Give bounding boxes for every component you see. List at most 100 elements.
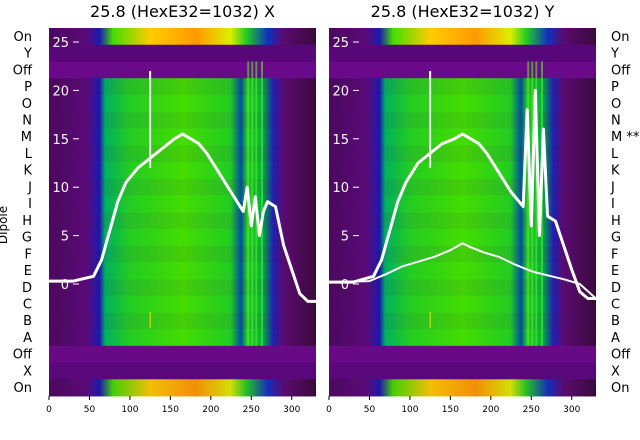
heatmap-row-6	[49, 128, 316, 146]
row-label: On	[14, 30, 32, 45]
row-label: G	[22, 231, 32, 246]
row-label: Off	[611, 348, 631, 363]
row-label: F	[611, 247, 618, 262]
row-label: Y	[610, 47, 619, 62]
row-label: O	[611, 97, 621, 112]
row-label: J	[610, 180, 615, 195]
curve-tick-label: 25	[52, 36, 69, 51]
series-point	[469, 137, 472, 140]
series-point	[250, 225, 253, 227]
row-label: N	[611, 114, 621, 129]
x-tick-label: 50	[84, 405, 96, 415]
series-point	[137, 166, 139, 169]
series-point	[510, 191, 512, 193]
curve-tick-label: 15	[52, 133, 69, 148]
series-point	[290, 268, 293, 271]
series-point	[498, 171, 500, 174]
row-label: K	[611, 164, 620, 179]
curve-tick-label: 5	[61, 230, 69, 245]
chart-title: 25.8 (HexE32=1032) Y	[371, 2, 555, 21]
row-label: I	[28, 197, 32, 212]
heatmap-row-4	[49, 94, 316, 113]
series-point	[534, 271, 537, 274]
row-label: D	[22, 281, 32, 296]
series-point	[266, 200, 269, 203]
series-point	[570, 268, 573, 271]
x-tick-label: 0	[46, 405, 52, 415]
row-label: H	[22, 214, 32, 229]
series-point	[562, 244, 565, 247]
row-label: P	[24, 80, 32, 95]
x-tick-label: 250	[523, 405, 540, 415]
heatmap-row-16	[329, 295, 596, 313]
row-label: E	[611, 264, 619, 279]
series-point	[562, 278, 565, 281]
x-tick-label: 0	[326, 405, 332, 415]
x-tick-label: 100	[401, 405, 418, 415]
series-point	[48, 280, 50, 282]
heatmap-row-15	[329, 278, 596, 297]
x-tick-label: 150	[442, 405, 459, 415]
series-point	[197, 142, 200, 145]
series-point	[92, 275, 95, 278]
series-point	[526, 108, 529, 111]
stripe-mark	[535, 61, 538, 346]
series-point	[554, 220, 557, 222]
series-point	[100, 258, 103, 261]
heatmap-row-14	[49, 262, 316, 280]
series-line-1	[329, 88, 596, 300]
row-label: Off	[13, 348, 33, 363]
series-point	[307, 300, 309, 303]
series-point	[173, 137, 176, 140]
row-label: I	[611, 197, 615, 212]
heatmap-row-13	[49, 245, 316, 263]
heatmap-row-8	[329, 161, 596, 180]
series-point	[481, 251, 484, 253]
stripe-mark	[260, 61, 263, 346]
series-point	[108, 229, 111, 232]
series-point	[449, 249, 452, 252]
series-point	[205, 152, 208, 155]
series-point	[404, 181, 407, 184]
series-point	[274, 205, 277, 208]
x-tick-label: 200	[202, 405, 219, 415]
series-point	[485, 152, 488, 155]
curve-tick-label: 15	[332, 133, 349, 148]
heatmap-row-7	[49, 145, 316, 163]
heatmap-row-11	[329, 212, 596, 230]
series-point	[578, 290, 581, 293]
series-point	[262, 210, 265, 213]
heatmap-row-14	[329, 262, 596, 280]
curve-tick-label: 25	[332, 36, 349, 51]
series-point	[441, 142, 444, 145]
heatmap-row-12	[329, 228, 596, 246]
x-tick-label: 300	[563, 405, 580, 415]
row-label: E	[24, 264, 32, 279]
series-point	[587, 297, 589, 300]
row-label: K	[23, 164, 32, 179]
series-point	[368, 280, 371, 282]
heatmap-row-19	[49, 345, 316, 364]
row-label: M	[21, 130, 32, 145]
heatmap-row-8	[49, 161, 316, 180]
curve-tick-label: 10	[332, 181, 349, 196]
row-label: D	[611, 281, 621, 296]
heatmap-row-21	[329, 379, 596, 397]
series-point	[189, 137, 192, 140]
row-label: C	[611, 298, 620, 313]
heatmap-row-12	[49, 228, 316, 246]
heatmap-row-5	[329, 111, 596, 129]
row-label: Off	[611, 63, 631, 78]
row-label: On	[14, 381, 32, 396]
x-tick-label: 250	[243, 405, 260, 415]
heatmap-row-1	[49, 44, 316, 62]
curve-tick-label: 5	[341, 230, 349, 245]
series-point	[595, 297, 597, 300]
heatmap-row-17	[49, 312, 316, 330]
series-point	[254, 195, 257, 198]
series-point	[282, 244, 285, 247]
row-label: C	[23, 298, 32, 313]
